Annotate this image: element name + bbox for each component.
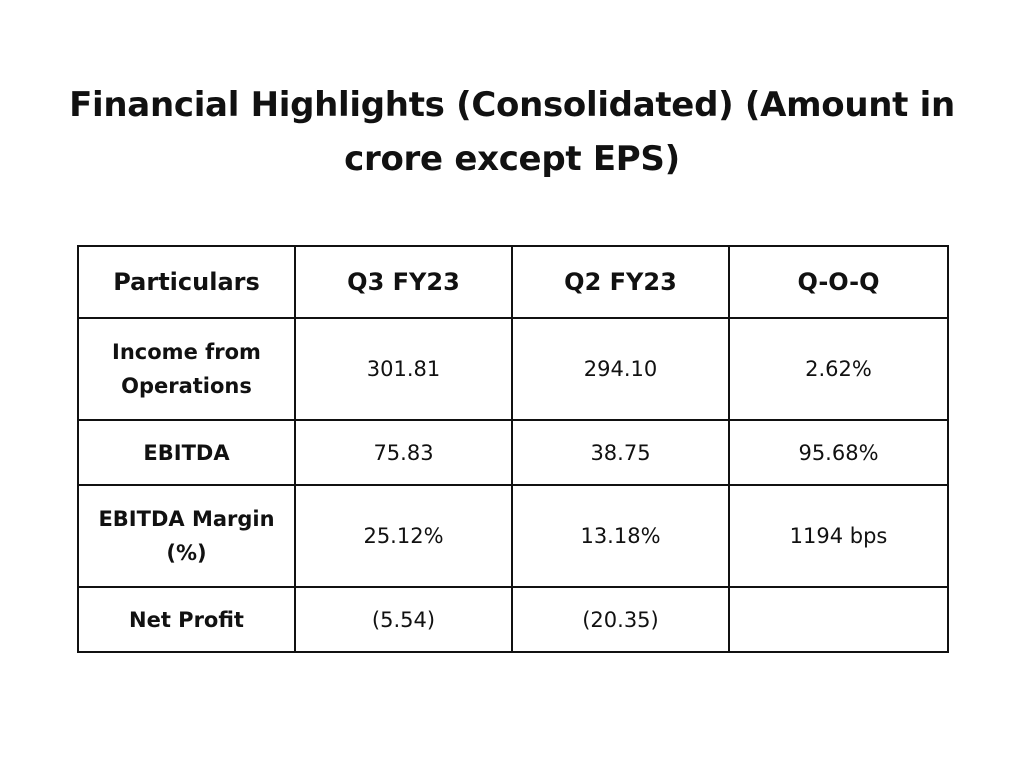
row-label: EBITDA Margin (%) [77, 484, 296, 588]
cell-q2: 294.10 [511, 317, 730, 421]
column-header-qoq: Q-O-Q [728, 245, 949, 319]
cell-q2: (20.35) [511, 586, 730, 653]
row-label: Income from Operations [77, 317, 296, 421]
table-row: Income from Operations 301.81 294.10 2.6… [77, 317, 949, 421]
column-header-particulars: Particulars [77, 245, 296, 319]
financial-highlights-table: Particulars Q3 FY23 Q2 FY23 Q-O-Q Income… [77, 245, 949, 653]
row-label: Net Profit [77, 586, 296, 653]
column-header-q2-fy23: Q2 FY23 [511, 245, 730, 319]
cell-qoq: 2.62% [728, 317, 949, 421]
row-label: EBITDA [77, 419, 296, 486]
cell-q2: 13.18% [511, 484, 730, 588]
cell-q3: 25.12% [294, 484, 513, 588]
cell-q3: (5.54) [294, 586, 513, 653]
table-row: EBITDA Margin (%) 25.12% 13.18% 1194 bps [77, 484, 949, 588]
page-title: Financial Highlights (Consolidated) (Amo… [0, 78, 1024, 186]
cell-qoq: 95.68% [728, 419, 949, 486]
cell-q2: 38.75 [511, 419, 730, 486]
table-header-row: Particulars Q3 FY23 Q2 FY23 Q-O-Q [77, 245, 949, 319]
cell-qoq [728, 586, 949, 653]
column-header-q3-fy23: Q3 FY23 [294, 245, 513, 319]
table-row: EBITDA 75.83 38.75 95.68% [77, 419, 949, 486]
cell-q3: 301.81 [294, 317, 513, 421]
cell-q3: 75.83 [294, 419, 513, 486]
cell-qoq: 1194 bps [728, 484, 949, 588]
title-line-2: crore except EPS) [344, 139, 680, 179]
table-row: Net Profit (5.54) (20.35) [77, 586, 949, 653]
title-line-1: Financial Highlights (Consolidated) (Amo… [69, 85, 955, 125]
